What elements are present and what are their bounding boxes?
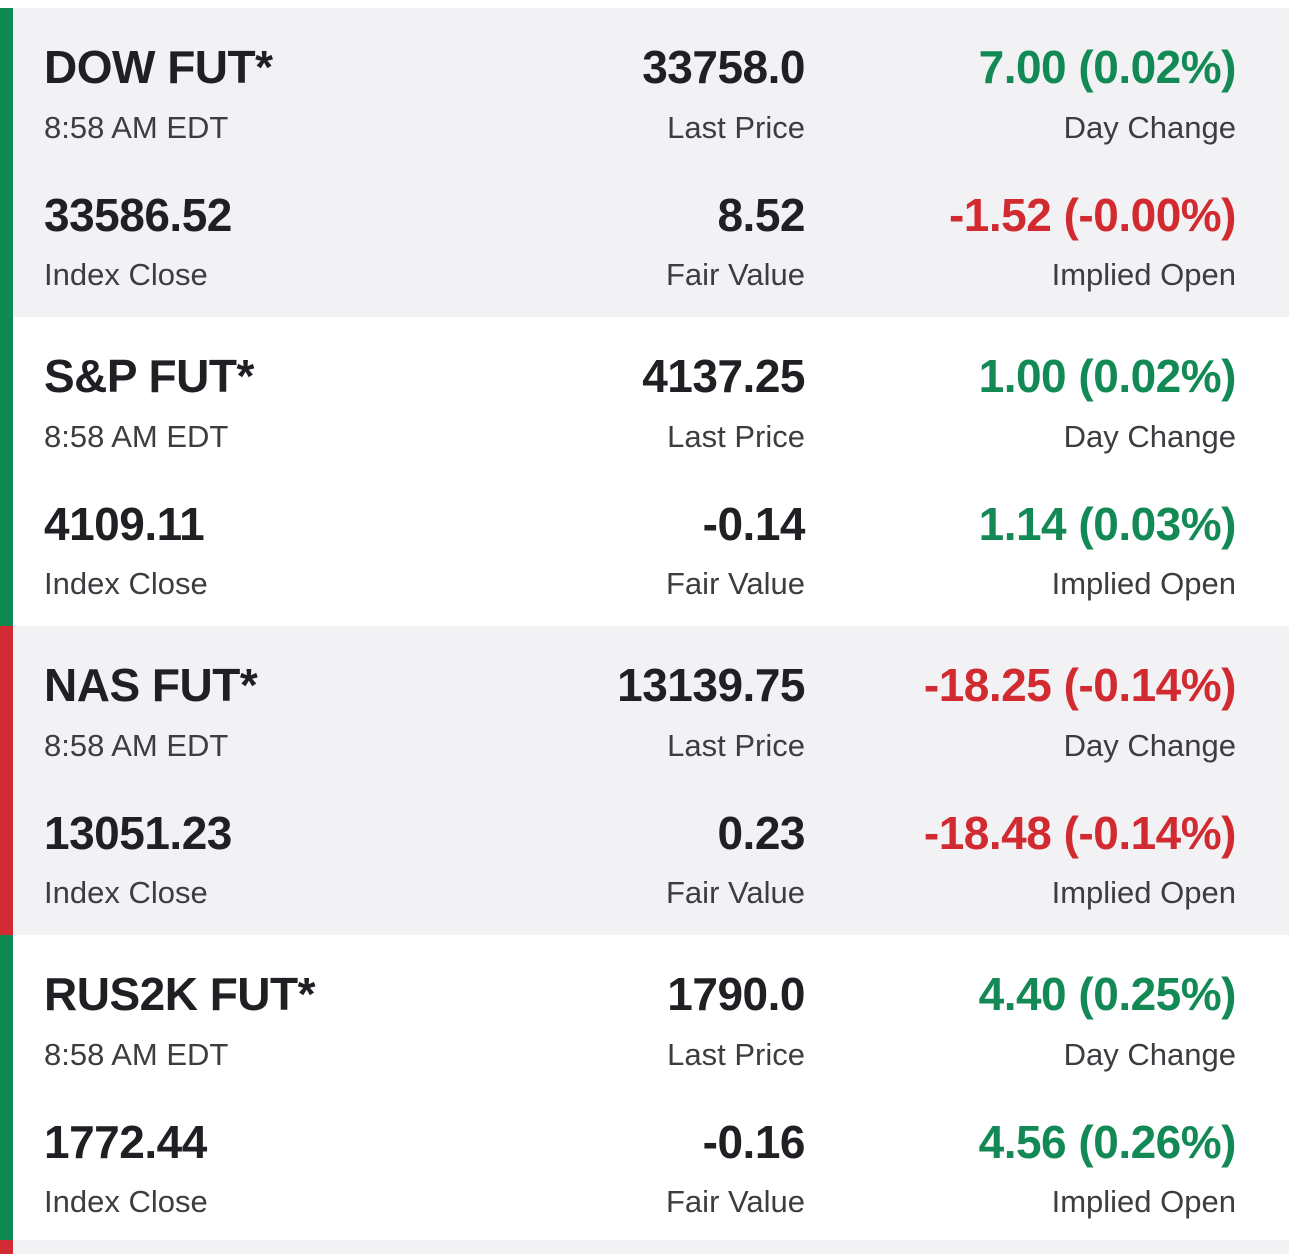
fair-value-value: -0.14	[702, 498, 806, 550]
day-change-value: 7.00 (0.02%)	[978, 41, 1237, 93]
implied-open-label: Implied Open	[1051, 875, 1236, 910]
last-price-value: 4137.25	[642, 350, 805, 402]
trend-indicator-bar	[0, 935, 13, 1244]
last-price-value: 13139.75	[617, 659, 805, 711]
fair-value-label: Fair Value	[666, 1184, 805, 1219]
day-change-label: Day Change	[1063, 1037, 1236, 1072]
index-close-value: 1772.44	[44, 1116, 207, 1168]
trend-indicator-bar	[0, 626, 13, 935]
day-change-value: 1.00 (0.02%)	[978, 350, 1237, 402]
instrument-name: NAS FUT*	[44, 659, 258, 711]
fair-value-label: Fair Value	[666, 566, 805, 601]
fair-value-value: 8.52	[717, 189, 805, 241]
day-change-label: Day Change	[1063, 110, 1236, 145]
implied-open-label: Implied Open	[1051, 257, 1236, 292]
implied-open-label: Implied Open	[1051, 1184, 1236, 1219]
futures-card-dow[interactable]: DOW FUT* 8:58 AM EDT 33758.0 Last Price …	[0, 8, 1289, 317]
fair-value-label: Fair Value	[666, 875, 805, 910]
instrument-name: S&P FUT*	[44, 350, 254, 402]
futures-card-next-partial[interactable]	[0, 1240, 1289, 1254]
day-change-value: -18.25 (-0.14%)	[923, 659, 1237, 711]
trend-indicator-bar	[0, 1240, 13, 1254]
day-change-label: Day Change	[1063, 728, 1236, 763]
last-price-label: Last Price	[667, 728, 805, 763]
implied-open-value: 1.14 (0.03%)	[978, 498, 1237, 550]
futures-card-rus2k[interactable]: RUS2K FUT* 8:58 AM EDT 1790.0 Last Price…	[0, 935, 1289, 1244]
quote-time: 8:58 AM EDT	[44, 110, 229, 145]
index-close-value: 13051.23	[44, 807, 232, 859]
implied-open-label: Implied Open	[1051, 566, 1236, 601]
index-close-label: Index Close	[44, 1184, 208, 1219]
last-price-value: 1790.0	[667, 968, 805, 1020]
fair-value-label: Fair Value	[666, 257, 805, 292]
fair-value-value: -0.16	[702, 1116, 806, 1168]
quote-time: 8:58 AM EDT	[44, 419, 229, 454]
fair-value-value: 0.23	[717, 807, 805, 859]
index-close-label: Index Close	[44, 875, 208, 910]
day-change-value: 4.40 (0.25%)	[978, 968, 1237, 1020]
instrument-name: DOW FUT*	[44, 41, 273, 93]
index-close-label: Index Close	[44, 566, 208, 601]
index-close-label: Index Close	[44, 257, 208, 292]
instrument-name: RUS2K FUT*	[44, 968, 316, 1020]
quote-time: 8:58 AM EDT	[44, 1037, 229, 1072]
index-close-value: 4109.11	[44, 498, 205, 550]
futures-card-sp[interactable]: S&P FUT* 8:58 AM EDT 4137.25 Last Price …	[0, 317, 1289, 626]
last-price-value: 33758.0	[642, 41, 805, 93]
implied-open-value: 4.56 (0.26%)	[978, 1116, 1237, 1168]
trend-indicator-bar	[0, 8, 13, 317]
quote-time: 8:58 AM EDT	[44, 728, 229, 763]
day-change-label: Day Change	[1063, 419, 1236, 454]
trend-indicator-bar	[0, 317, 13, 626]
last-price-label: Last Price	[667, 110, 805, 145]
implied-open-value: -1.52 (-0.00%)	[948, 189, 1237, 241]
last-price-label: Last Price	[667, 419, 805, 454]
last-price-label: Last Price	[667, 1037, 805, 1072]
implied-open-value: -18.48 (-0.14%)	[923, 807, 1237, 859]
index-close-value: 33586.52	[44, 189, 232, 241]
futures-card-nas[interactable]: NAS FUT* 8:58 AM EDT 13139.75 Last Price…	[0, 626, 1289, 935]
